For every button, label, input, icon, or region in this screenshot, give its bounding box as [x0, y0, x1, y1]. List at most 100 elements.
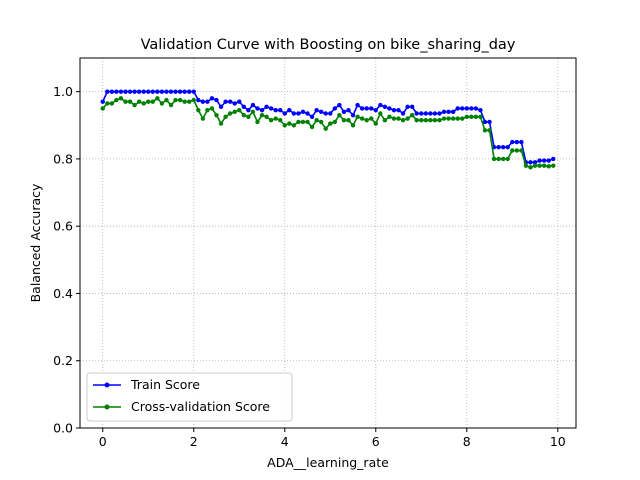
- data-point-train: [177, 89, 183, 94]
- data-point-train: [505, 144, 510, 150]
- data-point-cv: [528, 165, 533, 170]
- data-point-cv: [455, 116, 460, 121]
- data-point-cv: [187, 99, 192, 104]
- data-point-cv: [537, 163, 542, 168]
- data-point-cv: [105, 101, 110, 106]
- data-point-train: [437, 111, 442, 116]
- data-point-train: [118, 89, 124, 94]
- data-point-train: [519, 139, 524, 145]
- data-point-cv: [446, 116, 451, 121]
- x-tick-label: 0: [99, 434, 107, 449]
- x-axis-label: ADA__learning_rate: [267, 455, 389, 470]
- data-point-cv: [109, 101, 115, 106]
- data-point-train: [378, 102, 383, 108]
- data-point-cv: [264, 114, 269, 120]
- data-point-cv: [350, 123, 356, 128]
- data-point-cv: [514, 148, 520, 153]
- data-point-train: [227, 99, 233, 104]
- y-tick-label: 0.4: [53, 286, 73, 301]
- data-point-train: [455, 106, 460, 111]
- data-point-train: [532, 160, 538, 165]
- data-point-cv: [405, 116, 410, 121]
- data-point-cv: [232, 109, 237, 115]
- data-point-train: [323, 111, 328, 116]
- data-point-train: [191, 89, 196, 94]
- plot-series: [100, 89, 556, 170]
- data-point-cv: [191, 97, 196, 103]
- x-tick-label: 6: [372, 434, 380, 449]
- data-point-cv: [373, 121, 378, 126]
- data-point-cv: [141, 101, 146, 106]
- data-point-train: [136, 89, 142, 94]
- data-point-train: [528, 160, 533, 165]
- data-point-cv: [432, 118, 438, 123]
- data-point-cv: [173, 97, 178, 103]
- data-point-train: [187, 89, 192, 94]
- data-point-train: [291, 111, 297, 116]
- data-point-cv: [355, 114, 360, 120]
- data-point-train: [278, 107, 283, 113]
- data-point-train: [287, 107, 292, 113]
- data-point-train: [405, 104, 410, 109]
- data-point-cv: [437, 118, 442, 123]
- data-point-cv: [127, 99, 133, 104]
- data-point-train: [400, 111, 406, 116]
- data-point-train: [423, 111, 429, 116]
- data-point-train: [369, 106, 374, 111]
- data-point-train: [237, 99, 242, 104]
- data-point-train: [173, 89, 178, 94]
- data-point-train: [482, 119, 488, 125]
- data-point-train: [309, 114, 315, 120]
- data-point-cv: [396, 116, 401, 121]
- data-point-train: [487, 119, 492, 125]
- data-point-cv: [487, 128, 492, 133]
- data-point-cv: [268, 118, 274, 123]
- data-point-cv: [218, 121, 224, 126]
- data-point-train: [419, 111, 424, 116]
- data-point-train: [268, 106, 274, 111]
- data-point-train: [205, 99, 210, 104]
- data-point-cv: [478, 114, 483, 120]
- data-point-cv: [287, 121, 292, 126]
- data-point-cv: [328, 121, 333, 126]
- data-point-cv: [250, 109, 256, 115]
- data-point-cv: [168, 102, 174, 108]
- data-point-cv: [532, 163, 538, 168]
- data-point-cv: [450, 116, 456, 121]
- y-tick-label: 0.6: [53, 219, 73, 234]
- data-point-train: [541, 158, 547, 163]
- data-point-cv: [209, 106, 215, 111]
- data-point-cv: [428, 118, 433, 123]
- data-point-cv: [441, 116, 447, 121]
- data-point-train: [328, 111, 333, 116]
- data-point-cv: [382, 118, 388, 123]
- data-point-train: [346, 107, 351, 113]
- data-point-cv: [259, 112, 265, 118]
- data-point-cv: [400, 118, 406, 123]
- data-point-cv: [391, 116, 397, 121]
- data-point-cv: [482, 128, 488, 133]
- data-point-cv: [541, 163, 547, 168]
- y-tick-label: 0.8: [53, 151, 73, 166]
- data-point-train: [146, 89, 151, 94]
- data-point-cv: [177, 97, 183, 103]
- x-tick-label: 4: [281, 434, 289, 449]
- data-point-train: [214, 97, 219, 103]
- data-point-train: [159, 89, 165, 94]
- axes-frame: [79, 57, 577, 429]
- data-point-cv: [100, 106, 105, 111]
- data-point-cv: [546, 164, 551, 169]
- legend-label-cv: Cross-validation Score: [131, 399, 270, 414]
- data-point-cv: [136, 99, 142, 104]
- data-point-cv: [323, 126, 328, 131]
- data-point-train: [141, 89, 146, 94]
- data-point-cv: [273, 116, 278, 121]
- data-point-train: [255, 106, 260, 111]
- x-tick-label: 10: [550, 434, 566, 449]
- legend-marker-cv: [104, 404, 110, 410]
- data-point-cv: [300, 119, 306, 125]
- data-point-cv: [155, 96, 160, 101]
- data-point-cv: [214, 112, 219, 118]
- data-point-train: [273, 107, 278, 113]
- data-point-train: [100, 99, 105, 104]
